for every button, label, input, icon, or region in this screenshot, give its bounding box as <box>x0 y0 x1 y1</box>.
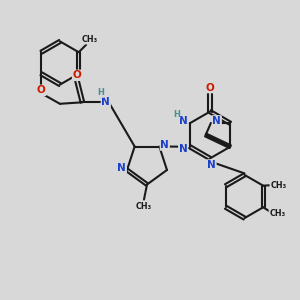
Text: CH₃: CH₃ <box>136 202 152 211</box>
Text: CH₃: CH₃ <box>82 35 98 44</box>
Text: O: O <box>206 82 214 93</box>
Text: N: N <box>117 164 126 173</box>
Text: O: O <box>73 70 81 80</box>
Text: H: H <box>173 110 180 119</box>
Text: N: N <box>117 164 126 173</box>
Text: N: N <box>212 116 221 126</box>
Text: N: N <box>179 144 188 154</box>
Text: N: N <box>179 116 188 126</box>
Text: N: N <box>160 140 169 150</box>
Text: O: O <box>37 85 46 95</box>
Text: N: N <box>101 97 110 107</box>
Text: CH₃: CH₃ <box>269 209 285 218</box>
Text: H: H <box>97 88 104 97</box>
Text: N: N <box>207 160 216 170</box>
Text: CH₃: CH₃ <box>270 181 286 190</box>
